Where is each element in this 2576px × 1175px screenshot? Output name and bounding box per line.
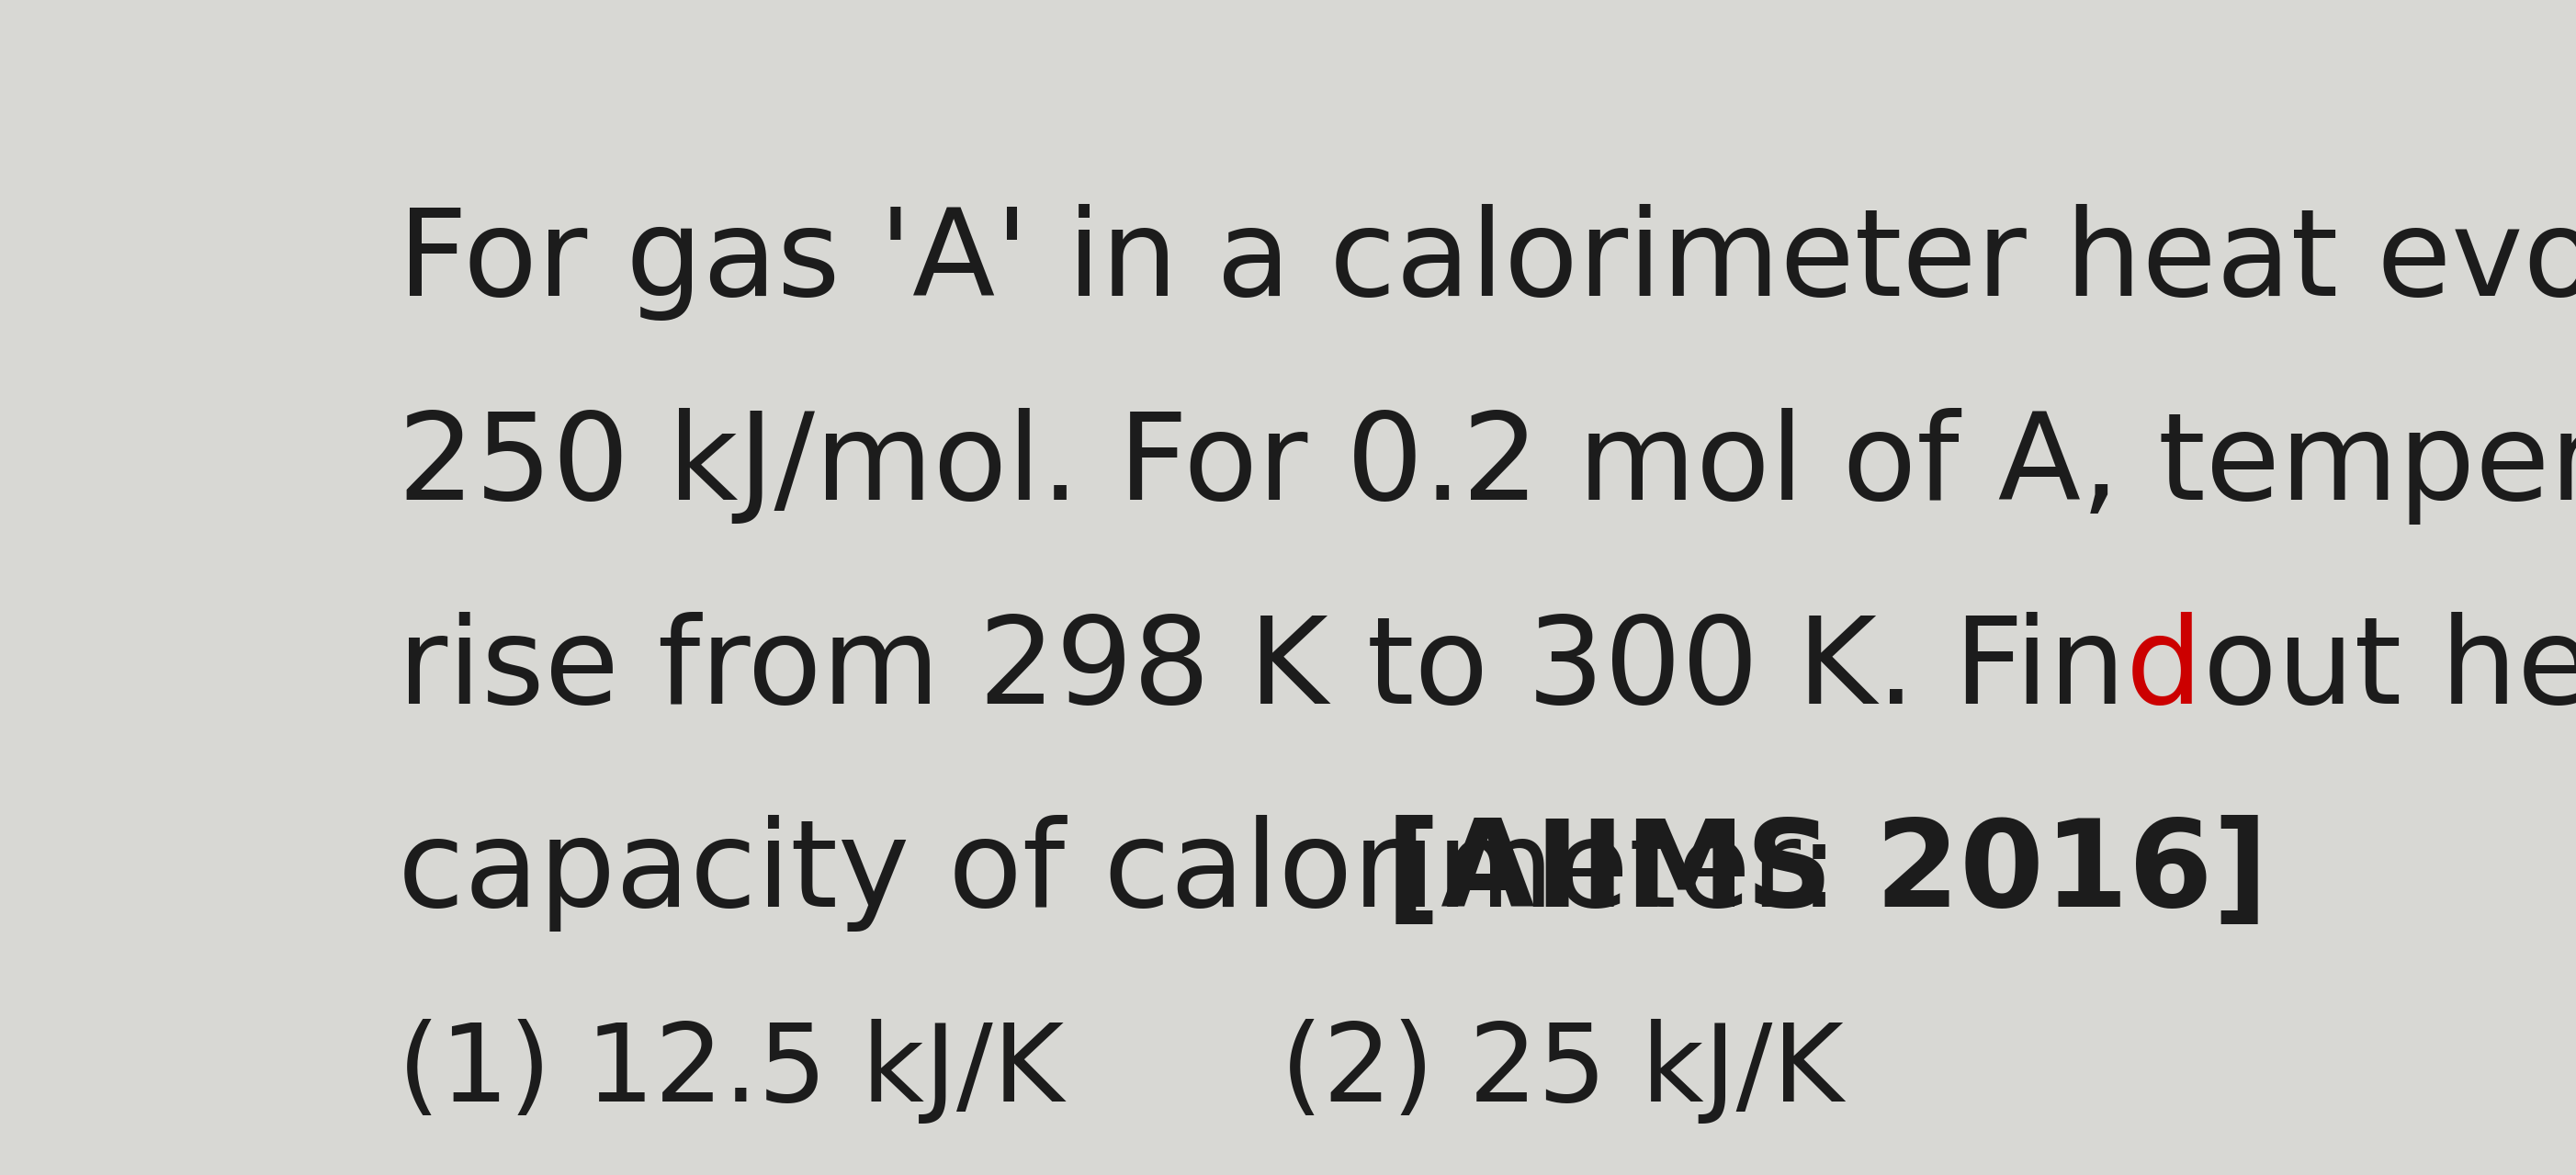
Text: out heat: out heat	[2202, 611, 2576, 728]
Text: (1) 12.5 kJ/K: (1) 12.5 kJ/K	[397, 1019, 1064, 1124]
Text: For gas 'A' in a calorimeter heat evolved is: For gas 'A' in a calorimeter heat evolve…	[397, 204, 2576, 321]
Text: capacity of calorimeter:: capacity of calorimeter:	[397, 815, 1839, 932]
Text: rise from 298 K to 300 K. Fin: rise from 298 K to 300 K. Fin	[397, 611, 2125, 728]
Text: 250 kJ/mol. For 0.2 mol of A, temperature: 250 kJ/mol. For 0.2 mol of A, temperatur…	[397, 408, 2576, 524]
Text: [AIIMS 2016]: [AIIMS 2016]	[1386, 815, 2269, 932]
Text: (2) 25 kJ/K: (2) 25 kJ/K	[1280, 1019, 1844, 1124]
Text: d: d	[2125, 611, 2202, 728]
